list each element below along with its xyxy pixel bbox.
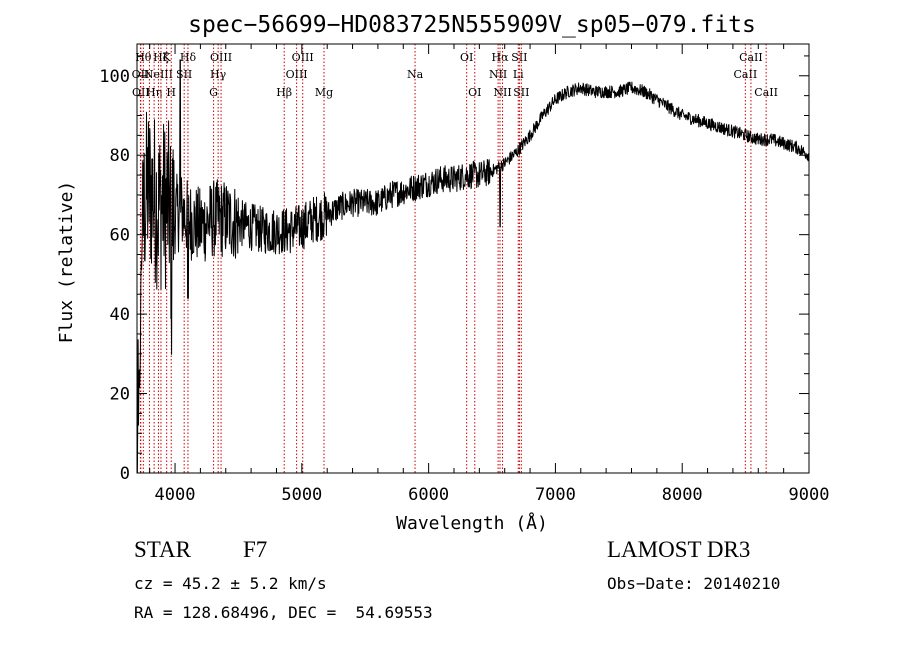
line-marker-label: G xyxy=(209,86,218,99)
y-tick-label: 100 xyxy=(99,67,130,87)
line-marker-label: CaII xyxy=(734,68,758,81)
line-marker-label: NII xyxy=(493,86,511,99)
y-tick-label: 40 xyxy=(110,305,130,325)
object-class: STAR xyxy=(134,537,191,562)
line-marker-label: K xyxy=(163,51,172,64)
x-tick-label: 9000 xyxy=(789,485,830,505)
line-marker-label: Hθ xyxy=(135,51,152,64)
plot-area xyxy=(136,59,810,474)
y-tick-label: 20 xyxy=(110,385,130,405)
survey-label: LAMOST DR3 xyxy=(607,537,751,562)
chart-title: spec−56699−HD083725N555909V_sp05−079.fit… xyxy=(188,12,756,38)
line-marker-label: OIII xyxy=(286,68,308,81)
line-marker-label: Hβ xyxy=(276,86,292,99)
y-tick-label: 0 xyxy=(120,464,130,484)
plot-frame xyxy=(136,43,810,474)
line-marker-label: NII xyxy=(489,68,507,81)
line-marker-label: OIII xyxy=(292,51,314,64)
line-marker-label: OII xyxy=(132,86,150,99)
line-marker-label: H xyxy=(166,86,176,99)
x-tick-label: 4000 xyxy=(155,485,196,505)
y-tick-label: 80 xyxy=(110,146,130,166)
y-axis-label: Flux (relative) xyxy=(56,181,77,344)
line-marker-label: Hγ xyxy=(210,68,227,81)
line-marker-label: Na xyxy=(407,68,424,81)
line-marker-label: OIII xyxy=(210,51,232,64)
line-marker-label: SII xyxy=(176,68,192,81)
line-marker-label: Hζ xyxy=(153,51,169,64)
y-tick-label: 60 xyxy=(110,226,130,246)
axes: 4000 5000 6000 7000 8000 9000 0 20 40 60 80 100 xyxy=(99,43,830,505)
line-marker-label: SII xyxy=(513,86,529,99)
line-marker-label: NeIII xyxy=(144,68,173,81)
x-tick-label: 6000 xyxy=(408,485,449,505)
spectrum-line xyxy=(136,59,810,474)
line-marker-label: Li xyxy=(513,68,524,81)
x-tick-label: 7000 xyxy=(535,485,576,505)
line-marker-label: Hα xyxy=(491,51,509,64)
x-tick-label: 5000 xyxy=(281,485,322,505)
line-marker-label: OI xyxy=(468,86,481,99)
object-subclass: F7 xyxy=(243,537,268,562)
x-tick-label: 8000 xyxy=(662,485,703,505)
line-markers: OIIOIIHθHηNeIIIHζKHSIIHδGHγOIIIHβOIIIOII… xyxy=(132,44,778,473)
x-axis-label: Wavelength (Å) xyxy=(396,512,548,534)
line-marker-label: CaII xyxy=(754,86,778,99)
obs-date: Obs−Date: 20140210 xyxy=(607,574,781,593)
ra-dec: RA = 128.68496, DEC = 54.69553 xyxy=(134,603,433,622)
line-marker-label: SII xyxy=(511,51,527,64)
line-marker-label: Hη xyxy=(146,86,162,99)
line-marker-label: Hδ xyxy=(180,51,197,64)
redshift-cz: cz = 45.2 ± 5.2 km/s xyxy=(134,574,327,593)
line-marker-label: CaII xyxy=(739,51,763,64)
line-marker-label: OII xyxy=(132,68,150,81)
line-marker-label: OI xyxy=(460,51,473,64)
line-marker-label: Mg xyxy=(315,86,333,99)
